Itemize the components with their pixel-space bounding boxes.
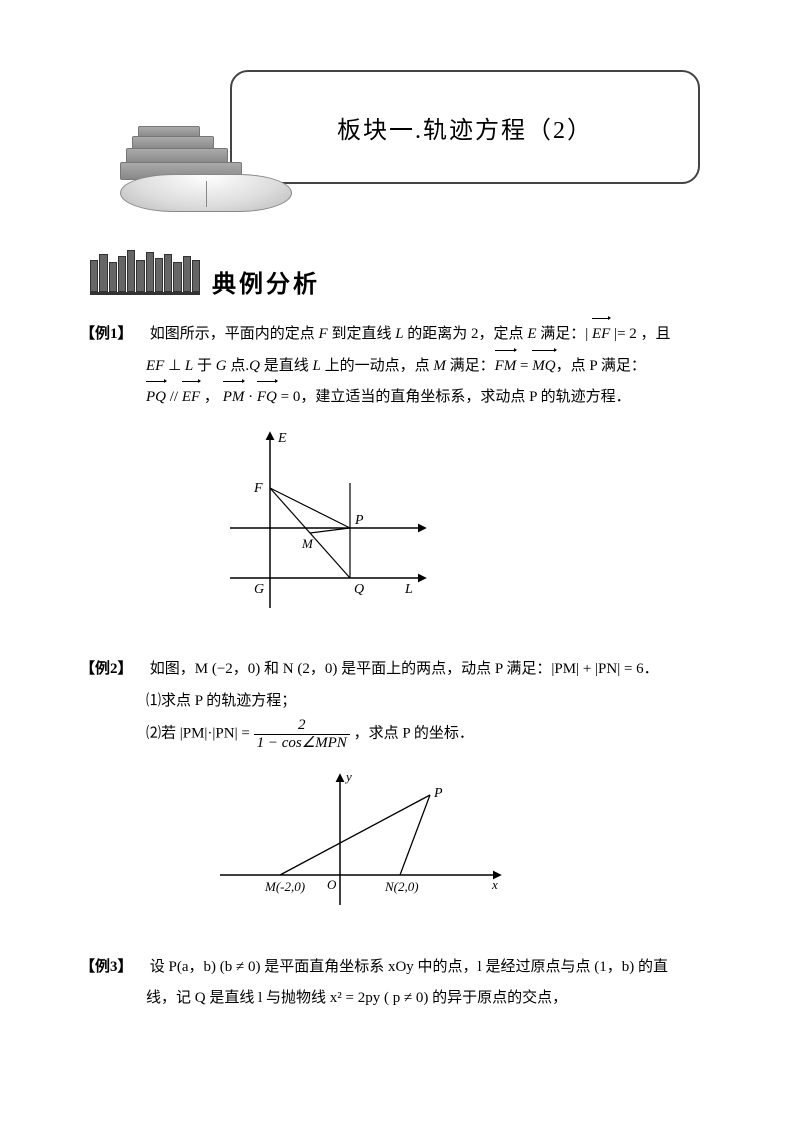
example-2: 【例2】 如图，M (−2，0) 和 N (2，0) 是平面上的两点，动点 P … xyxy=(80,654,720,928)
page: 板块一.轨迹方程（2） 典例分析 【例1】 如图所示，平面内的定点 F 到定直线… xyxy=(0,0,800,1055)
section-title: 典例分析 xyxy=(212,264,320,299)
svg-text:Q: Q xyxy=(354,582,364,597)
example-1-label: 【例1】 xyxy=(80,319,146,351)
example-2-diagram: M(-2,0) N(2,0) O P x y xyxy=(210,765,720,928)
example-2-label: 【例2】 xyxy=(80,654,146,686)
svg-text:O: O xyxy=(327,877,337,892)
page-title: 板块一.轨迹方程（2） xyxy=(337,110,593,145)
example-3: 【例3】 设 P(a，b) (b ≠ 0) 是平面直角坐标系 xOy 中的点，l… xyxy=(80,952,720,1015)
svg-text:P: P xyxy=(433,786,443,801)
fraction: 2 1 − cos∠MPN xyxy=(254,717,350,751)
svg-text:y: y xyxy=(344,769,352,784)
example-2-q2: ⑵若 |PM|·|PN| = 2 1 − cos∠MPN ，求点 P 的坐标． xyxy=(146,717,720,751)
section-header: 典例分析 xyxy=(90,250,720,295)
svg-text:F: F xyxy=(253,481,263,496)
svg-text:E: E xyxy=(277,431,287,446)
example-1-line1: 如图所示，平面内的定点 F 到定直线 L 的距离为 2，定点 E 满足：| EF… xyxy=(150,326,671,342)
title-box: 板块一.轨迹方程（2） xyxy=(230,70,700,184)
svg-text:M: M xyxy=(301,536,314,551)
svg-text:M(-2,0): M(-2,0) xyxy=(264,879,305,894)
example-3-line2: 线，记 Q 是直线 l 与抛物线 x² = 2py ( p ≠ 0) 的异于原点… xyxy=(146,983,720,1015)
example-3-line1: 设 P(a，b) (b ≠ 0) 是平面直角坐标系 xOy 中的点，l 是经过原… xyxy=(150,959,668,975)
svg-text:N(2,0): N(2,0) xyxy=(384,879,419,894)
svg-text:G: G xyxy=(254,582,264,597)
example-2-q1: ⑴求点 P 的轨迹方程； xyxy=(146,686,720,718)
page-header: 板块一.轨迹方程（2） xyxy=(80,60,720,240)
svg-text:P: P xyxy=(354,513,364,528)
example-1-line3: PQ // EF ， PM · FQ = 0，建立适当的直角坐标系，求动点 P … xyxy=(146,382,720,414)
example-1-line2: EF ⊥ L 于 G 点.Q 是直线 L 上的一动点，点 M 满足：FM = M… xyxy=(146,351,720,383)
example-3-label: 【例3】 xyxy=(80,952,146,984)
book-stack-icon xyxy=(120,130,292,212)
svg-text:x: x xyxy=(491,877,498,892)
svg-text:L: L xyxy=(404,582,413,597)
bookshelf-icon xyxy=(90,250,200,295)
example-2-line1: 如图，M (−2，0) 和 N (2，0) 是平面上的两点，动点 P 满足：|P… xyxy=(150,661,659,677)
example-1: 【例1】 如图所示，平面内的定点 F 到定直线 L 的距离为 2，定点 E 满足… xyxy=(80,319,720,630)
example-1-diagram: E F G Q P M L xyxy=(210,428,720,631)
